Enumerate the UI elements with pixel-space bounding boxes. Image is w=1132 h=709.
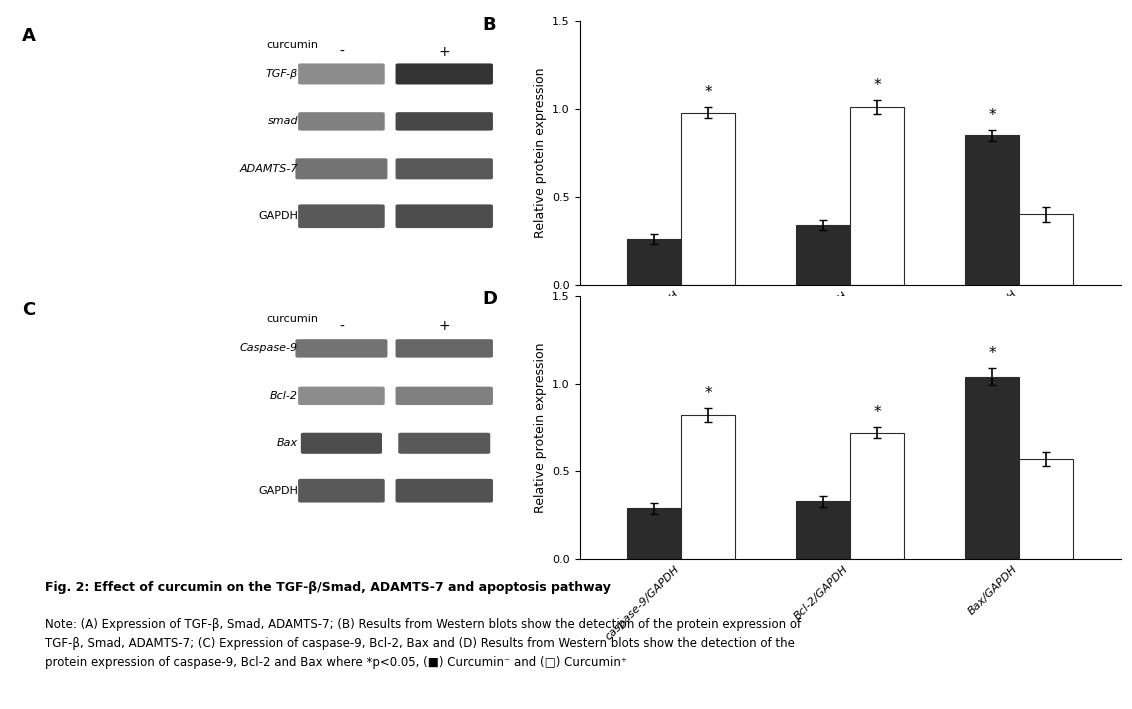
Text: *: *	[874, 406, 881, 420]
Text: TGF-β: TGF-β	[266, 69, 298, 79]
Text: +: +	[438, 45, 451, 59]
Bar	[966, 135, 1019, 285]
FancyBboxPatch shape	[395, 339, 492, 357]
Text: smad: smad	[267, 116, 298, 126]
Text: curcumin: curcumin	[267, 40, 319, 50]
FancyBboxPatch shape	[301, 432, 381, 454]
Bar	[627, 508, 681, 559]
Text: Caspase-9: Caspase-9	[240, 343, 298, 353]
FancyBboxPatch shape	[298, 204, 385, 228]
FancyBboxPatch shape	[395, 63, 492, 84]
Text: B: B	[482, 16, 496, 34]
Text: -: -	[338, 45, 344, 59]
Bar	[681, 415, 735, 559]
FancyBboxPatch shape	[295, 158, 387, 179]
Text: *: *	[988, 108, 996, 123]
Text: *: *	[988, 346, 996, 361]
FancyBboxPatch shape	[398, 432, 490, 454]
Text: ADAMTS-7: ADAMTS-7	[240, 164, 298, 174]
Text: Bcl-2: Bcl-2	[271, 391, 298, 401]
Bar	[681, 113, 735, 285]
Text: C: C	[23, 301, 35, 319]
Bar	[1019, 459, 1073, 559]
FancyBboxPatch shape	[295, 339, 387, 357]
Text: curcumin: curcumin	[267, 314, 319, 324]
Text: A: A	[23, 26, 36, 45]
Bar	[796, 225, 850, 285]
FancyBboxPatch shape	[395, 479, 492, 503]
Text: Bax: Bax	[277, 438, 298, 448]
Text: GAPDH: GAPDH	[258, 486, 298, 496]
FancyBboxPatch shape	[298, 112, 385, 130]
Bar	[627, 239, 681, 285]
Bar	[1019, 215, 1073, 285]
FancyBboxPatch shape	[298, 63, 385, 84]
FancyBboxPatch shape	[298, 386, 385, 405]
Text: +: +	[438, 320, 451, 333]
Y-axis label: Relative protein expression: Relative protein expression	[533, 342, 547, 513]
Text: *: *	[874, 78, 881, 94]
Text: *: *	[704, 85, 712, 100]
Text: GAPDH: GAPDH	[258, 211, 298, 221]
Bar	[850, 432, 904, 559]
Text: -: -	[338, 320, 344, 333]
Y-axis label: Relative protein expression: Relative protein expression	[533, 68, 547, 238]
Bar	[796, 501, 850, 559]
FancyBboxPatch shape	[395, 204, 492, 228]
Text: Note: (A) Expression of TGF-β, Smad, ADAMTS-7; (B) Results from Western blots sh: Note: (A) Expression of TGF-β, Smad, ADA…	[44, 618, 800, 669]
FancyBboxPatch shape	[298, 479, 385, 503]
FancyBboxPatch shape	[395, 386, 492, 405]
Bar	[966, 376, 1019, 559]
Text: Fig. 2: Effect of curcumin on the TGF-β/Smad, ADAMTS-7 and apoptosis pathway: Fig. 2: Effect of curcumin on the TGF-β/…	[44, 581, 610, 593]
Text: *: *	[704, 386, 712, 401]
FancyBboxPatch shape	[395, 112, 492, 130]
Bar	[850, 107, 904, 285]
Text: D: D	[482, 291, 497, 308]
FancyBboxPatch shape	[395, 158, 492, 179]
